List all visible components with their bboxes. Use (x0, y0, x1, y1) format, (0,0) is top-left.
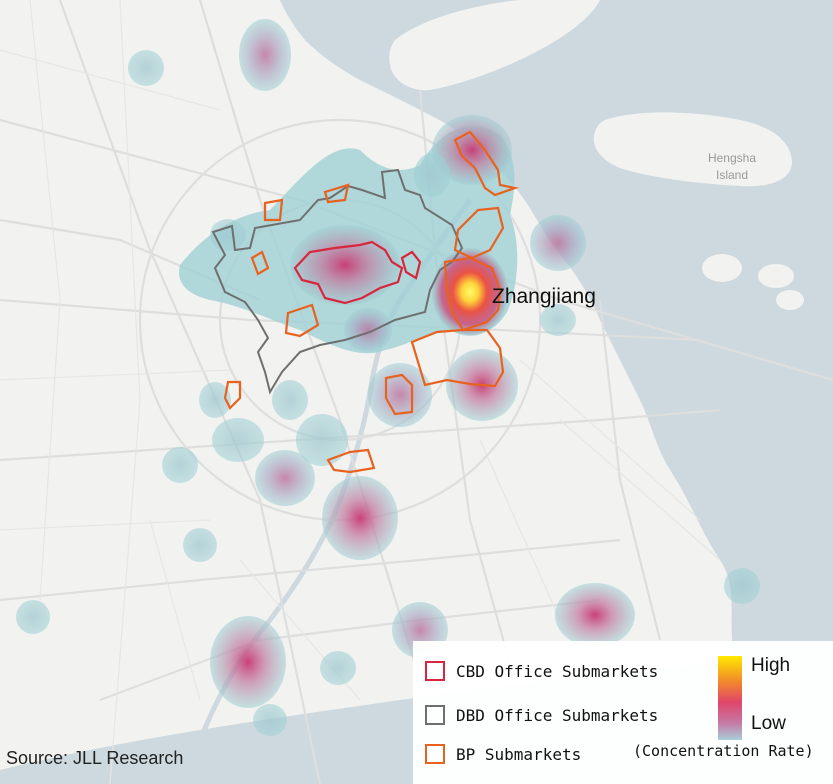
heat-cluster (199, 382, 231, 418)
hengsha-island (593, 112, 793, 187)
changxing-island (389, 0, 600, 91)
bp-submarket-boundaries (223, 130, 520, 474)
ramp-high-label: High (751, 655, 791, 676)
heat-cluster (344, 308, 392, 352)
heat-cluster (16, 600, 50, 634)
bp-swatch-icon (425, 744, 445, 764)
zhangjiang-label: Zhangjiang (492, 285, 596, 308)
minor-roads (0, 0, 721, 784)
legend-label: CBD Office Submarkets (456, 661, 659, 681)
legend-item-dbd: DBD Office Submarkets (425, 705, 658, 725)
heat-cluster-zhangjiang-peak (432, 248, 508, 336)
heat-cluster (540, 304, 576, 336)
heat-cluster (432, 115, 512, 185)
heat-cluster (255, 450, 315, 506)
island-label: Island (716, 168, 748, 182)
cbd-submarket-boundaries (293, 240, 422, 305)
heat-cluster (183, 528, 217, 562)
dbd-swatch-icon (425, 705, 445, 725)
shoal (776, 290, 804, 310)
heat-cluster (724, 568, 760, 604)
heat-cluster (210, 616, 286, 708)
heat-layer (16, 19, 760, 736)
heat-cluster (414, 153, 450, 197)
legend-label: DBD Office Submarkets (456, 705, 659, 725)
heat-cluster (253, 704, 287, 736)
estuary-water (280, 0, 833, 784)
heat-cluster (162, 447, 198, 483)
heat-cluster (320, 651, 356, 685)
heat-cluster (322, 476, 398, 560)
legend-label: BP Submarkets (456, 744, 582, 764)
heat-cluster (530, 215, 586, 271)
shoal (758, 264, 794, 288)
heat-cluster (555, 583, 635, 647)
legend-item-bp: BP Submarkets (425, 744, 581, 764)
heat-cluster (290, 225, 400, 305)
legend: CBD Office Submarkets DBD Office Submark… (413, 641, 833, 784)
source-note: Source: JLL Research (6, 748, 184, 768)
shoal (702, 254, 742, 282)
heat-cluster (368, 363, 432, 427)
ramp-low-label: Low (751, 713, 786, 734)
hengsha-label: Hengsha (708, 151, 756, 165)
heat-cluster (239, 19, 291, 91)
heat-cluster (272, 380, 308, 420)
heat-cluster (212, 418, 264, 462)
cbd-swatch-icon (425, 661, 445, 681)
heat-cluster (296, 414, 348, 466)
ramp-caption: (Concentration Rate) (633, 742, 814, 760)
heat-cluster (128, 50, 164, 86)
legend-item-cbd: CBD Office Submarkets (425, 661, 658, 681)
concentration-color-ramp (718, 656, 742, 740)
